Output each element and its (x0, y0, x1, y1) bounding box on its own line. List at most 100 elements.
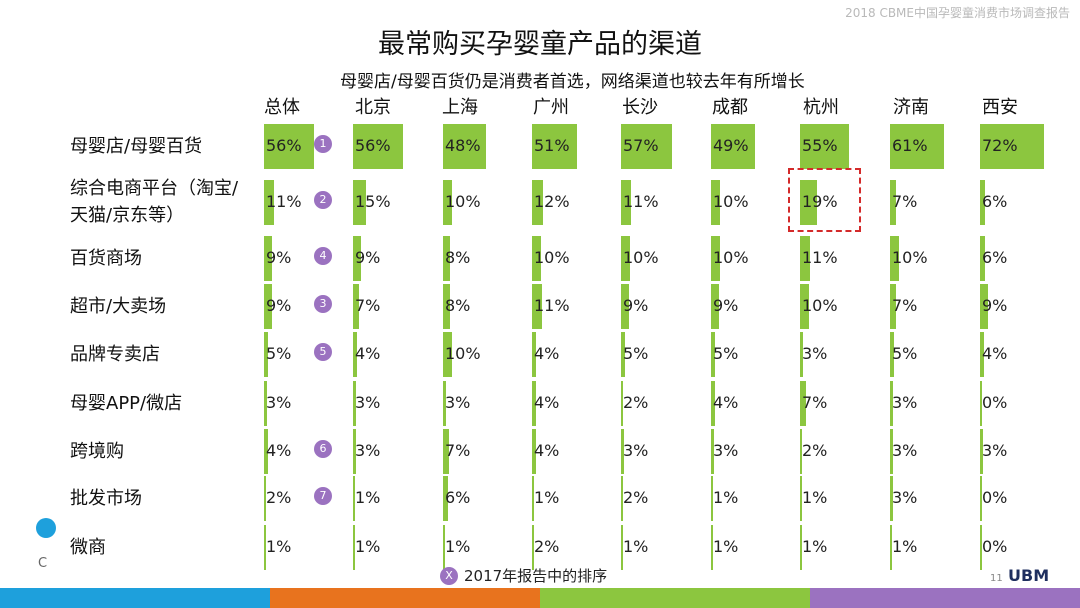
value-bar (443, 525, 445, 570)
row-label: 微商 (70, 537, 106, 558)
row-label: 母婴店/母婴百货 (70, 136, 203, 157)
rank-badge: 2 (314, 191, 332, 209)
value-label: 2% (802, 441, 828, 460)
value-bar (443, 236, 450, 281)
legend: X 2017年报告中的排序 (440, 565, 607, 586)
column-header: 成都 (712, 97, 748, 118)
value-label: 1% (355, 488, 381, 507)
value-bar (890, 381, 893, 426)
value-label: 9% (266, 248, 292, 267)
value-label: 3% (266, 393, 292, 412)
value-label: 4% (713, 393, 739, 412)
value-label: 1% (802, 537, 828, 556)
row-label: 跨境购 (70, 441, 124, 462)
value-label: 4% (534, 344, 560, 363)
value-bar (353, 236, 361, 281)
value-label: 3% (982, 441, 1008, 460)
rank-badge: 3 (314, 295, 332, 313)
highlight-box (788, 168, 861, 232)
value-label: 6% (982, 192, 1008, 211)
value-label: 9% (982, 296, 1008, 315)
value-bar (890, 476, 893, 521)
value-label: 10% (713, 248, 749, 267)
value-bar (621, 332, 625, 377)
page-title: 最常购买孕婴童产品的渠道 (378, 29, 702, 60)
rank-badge: 5 (314, 343, 332, 361)
value-label: 61% (892, 136, 928, 155)
page-subtitle: 母婴店/母婴百货仍是消费者首选，网络渠道也较去年有所增长 (340, 72, 805, 92)
value-label: 10% (892, 248, 928, 267)
column-header: 总体 (264, 97, 300, 118)
value-label: 3% (892, 393, 918, 412)
value-label: 1% (266, 537, 292, 556)
rank-badge: 1 (314, 135, 332, 153)
value-label: 4% (266, 441, 292, 460)
value-label: 2% (534, 537, 560, 556)
value-bar (711, 284, 719, 329)
value-label: 11% (266, 192, 302, 211)
value-bar (532, 124, 577, 169)
value-bar (532, 332, 536, 377)
value-label: 5% (892, 344, 918, 363)
value-label: 9% (623, 296, 649, 315)
value-label: 2% (623, 393, 649, 412)
value-bar (800, 429, 802, 474)
value-label: 51% (534, 136, 570, 155)
value-bar (890, 332, 894, 377)
column-header: 北京 (355, 97, 391, 118)
value-label: 9% (266, 296, 292, 315)
value-bar (800, 525, 802, 570)
value-bar (711, 180, 720, 225)
value-label: 15% (355, 192, 391, 211)
value-bar (800, 124, 849, 169)
stripe-segment (0, 588, 270, 608)
value-label: 4% (534, 393, 560, 412)
value-bar (800, 381, 806, 426)
value-bar (353, 525, 355, 570)
value-bar (711, 476, 713, 521)
value-label: 48% (445, 136, 481, 155)
value-label: 1% (445, 537, 471, 556)
value-label: 56% (355, 136, 391, 155)
value-label: 10% (445, 344, 481, 363)
value-bar (532, 429, 536, 474)
column-header: 长沙 (622, 97, 658, 118)
value-label: 7% (892, 296, 918, 315)
ubm-logo: UBM (1008, 566, 1050, 585)
value-bar (890, 236, 899, 281)
value-label: 4% (982, 344, 1008, 363)
value-label: 3% (355, 441, 381, 460)
rank-badge-icon: X (440, 566, 458, 585)
value-bar (711, 124, 755, 169)
value-bar (264, 236, 272, 281)
value-bar (443, 332, 452, 377)
value-bar (980, 236, 985, 281)
value-bar (711, 525, 713, 570)
value-label: 7% (802, 393, 828, 412)
value-label: 56% (266, 136, 302, 155)
value-label: 4% (355, 344, 381, 363)
value-label: 3% (892, 488, 918, 507)
value-label: 11% (802, 248, 838, 267)
value-bar (980, 381, 982, 426)
value-bar (443, 381, 446, 426)
value-bar (980, 124, 1044, 169)
value-bar (711, 332, 715, 377)
column-header: 济南 (893, 97, 929, 118)
value-bar (443, 180, 452, 225)
value-label: 49% (713, 136, 749, 155)
cbme-logo-icon (36, 518, 56, 538)
value-bar (264, 429, 268, 474)
value-label: 1% (534, 488, 560, 507)
column-header: 杭州 (803, 97, 839, 118)
value-label: 11% (623, 192, 659, 211)
row-label: 超市/大卖场 (70, 296, 167, 317)
value-bar (800, 332, 803, 377)
value-label: 10% (445, 192, 481, 211)
value-bar (711, 236, 720, 281)
value-label: 8% (445, 296, 471, 315)
value-label: 7% (445, 441, 471, 460)
header-note: 2018 CBME中国孕婴童消费市场调查报告 (845, 6, 1070, 20)
value-bar (980, 284, 988, 329)
value-bar (353, 180, 366, 225)
